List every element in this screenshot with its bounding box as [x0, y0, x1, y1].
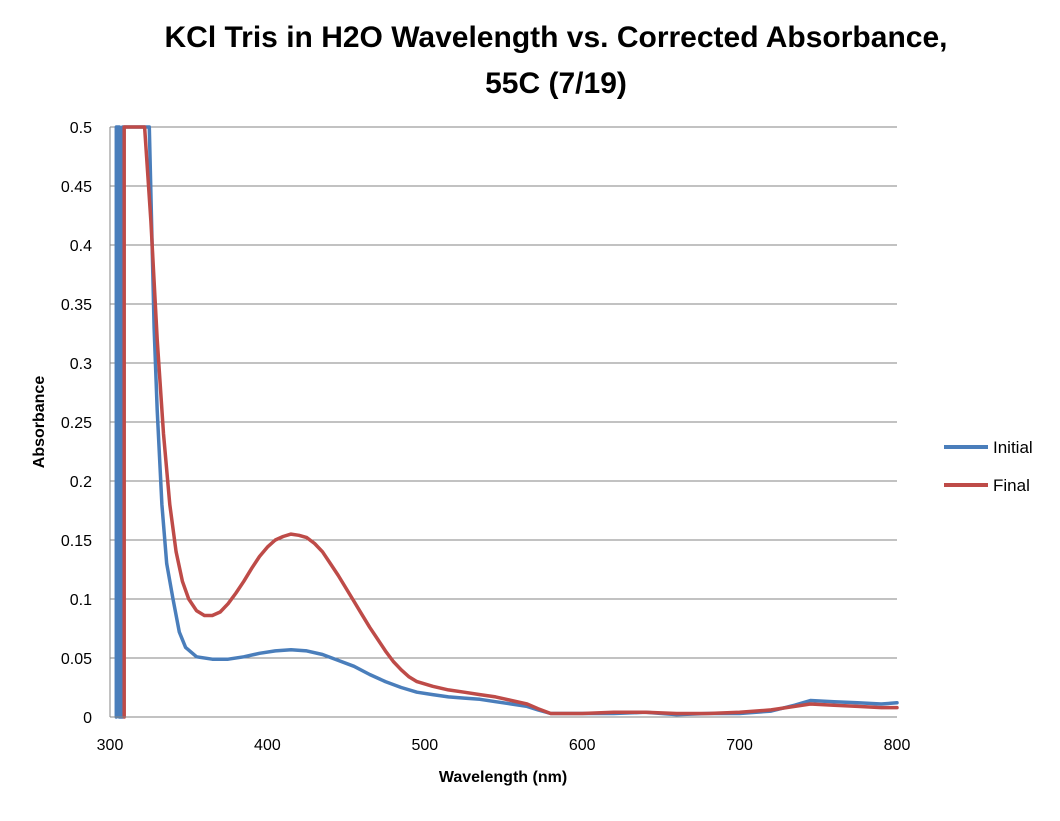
gridlines: [110, 126, 897, 659]
series-line-final: [122, 125, 899, 719]
x-tick-label: 500: [411, 737, 438, 754]
y-tick-label: 0.05: [61, 651, 92, 668]
y-tick-label: 0.2: [70, 474, 92, 491]
legend-label-final: Final: [993, 476, 1030, 495]
y-tick-labels: 0 0.05 0.1 0.15 0.2 0.25 0.3 0.35 0.4 0.45 0.5: [61, 120, 92, 727]
y-tick-label: 0.35: [61, 297, 92, 314]
legend-label-initial: Initial: [993, 438, 1033, 457]
x-tick-label: 800: [884, 737, 911, 754]
chart-title-line-2: 55C (7/19): [485, 67, 627, 100]
y-tick-label: 0.5: [70, 120, 92, 137]
x-axis-label: Wavelength (nm): [439, 769, 567, 786]
chart-title-line-1: KCl Tris in H2O Wavelength vs. Corrected…: [165, 21, 948, 54]
y-tick-label: 0: [83, 710, 92, 727]
y-tick-label: 0.1: [70, 592, 92, 609]
y-tick-label: 0.25: [61, 415, 92, 432]
x-tick-label: 700: [726, 737, 753, 754]
series-lines: [114, 125, 899, 719]
y-tick-label: 0.45: [61, 179, 92, 196]
x-tick-label: 300: [97, 737, 124, 754]
y-tick-label: 0.3: [70, 356, 92, 373]
x-tick-labels: 300 400 500 600 700 800: [97, 737, 911, 754]
legend: Initial Final: [944, 438, 1033, 495]
y-tick-label: 0.15: [61, 533, 92, 550]
y-axis-label: Absorbance: [31, 376, 48, 469]
x-tick-label: 400: [254, 737, 281, 754]
x-tick-label: 600: [569, 737, 596, 754]
y-tick-label: 0.4: [70, 238, 92, 255]
